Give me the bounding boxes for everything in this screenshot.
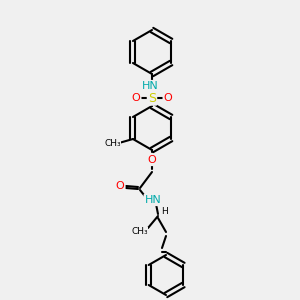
Text: S: S [148, 92, 156, 104]
Text: CH₃: CH₃ [105, 139, 121, 148]
Text: HN: HN [142, 81, 158, 91]
Text: H: H [162, 208, 168, 217]
Text: CH₃: CH₃ [132, 227, 148, 236]
Text: O: O [148, 155, 156, 165]
Text: O: O [116, 181, 124, 191]
Text: HN: HN [145, 195, 161, 205]
Text: O: O [132, 93, 140, 103]
Text: O: O [164, 93, 172, 103]
